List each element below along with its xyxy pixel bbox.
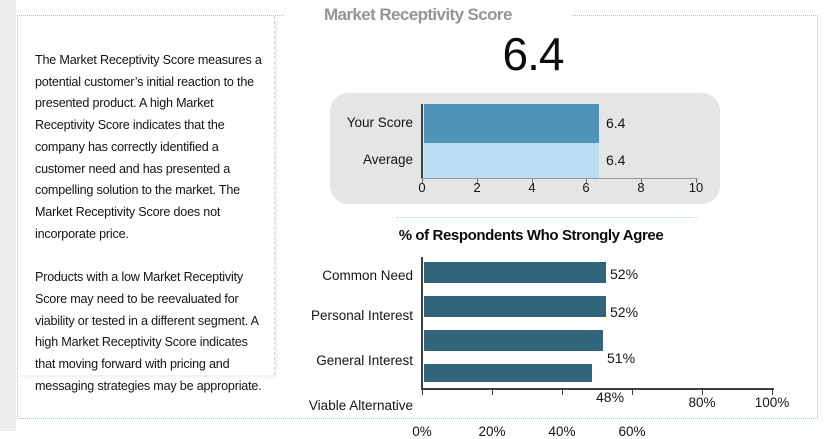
score-chart-value-label-your-score: 6.4 [606,115,626,131]
score-chart-x-tick-6 [586,179,587,183]
agree-chart-bar-personal-interest [424,296,606,317]
agree-chart-x-tick-label-80-: 80% [688,395,716,410]
score-chart-x-tick-2 [477,179,478,183]
score-chart-x-tick-label-6: 6 [582,180,590,195]
score-chart-y-axis [421,104,423,178]
agree-chart-category-label-common-need: Common Need [322,268,413,283]
score-chart-category-label-your-score: Your Score [346,115,413,130]
score-chart-x-tick-label-10: 10 [688,180,704,195]
agree-chart-x-tick-0- [422,390,423,395]
description-paragraph-2: Products with a low Market Receptivity S… [35,270,262,393]
score-chart-value-label-average: 6.4 [606,152,626,168]
agree-chart-x-tick-label-100-: 100% [754,395,790,410]
score-chart-x-tick-10 [696,179,697,183]
agree-chart-value-label-viable-alternative: 48% [596,389,625,405]
score-chart-x-tick-label-4: 4 [528,180,536,195]
page-title: Market Receptivity Score [285,1,572,28]
agree-chart-x-tick-60- [632,390,633,395]
section-divider [397,217,697,218]
agree-chart-x-tick-label-20-: 20% [478,424,506,439]
agree-chart-bar-viable-alternative [424,364,592,382]
score-chart-x-tick-label-0: 0 [418,180,426,195]
score-chart-x-tick-8 [641,179,642,183]
description-panel: The Market Receptivity Score measures a … [18,16,275,393]
description-paragraph-1: The Market Receptivity Score measures a … [35,53,262,241]
score-chart-x-axis [421,178,698,179]
score-chart-x-tick-label-8: 8 [637,180,645,195]
agree-chart-category-label-personal-interest: Personal Interest [310,308,413,323]
agree-chart-x-tick-label-40-: 40% [548,424,576,439]
score-chart-x-tick-4 [532,179,533,183]
agree-chart-bar-general-interest [424,330,603,351]
agree-chart-x-tick-20- [492,390,493,395]
score-chart-bar-your-score [424,104,599,143]
agree-chart-value-label-general-interest: 51% [607,350,636,366]
agree-chart-x-tick-label-60-: 60% [618,424,646,439]
score-chart-bar-average [424,143,599,178]
page-left-gutter [0,0,16,431]
agree-chart-x-tick-label-0-: 0% [412,424,432,439]
score-value: 6.4 [502,28,565,80]
agree-chart-category-label-viable-alternative: Viable Alternative [308,398,413,413]
agree-chart-value-label-common-need: 52% [610,266,639,282]
score-chart-x-tick-label-2: 2 [473,180,481,195]
agree-chart-bar-common-need [424,262,606,283]
agree-chart-category-label-general-interest: General Interest [316,353,413,368]
agree-chart-x-tick-100- [772,390,773,395]
agree-chart-y-axis [421,257,423,388]
score-chart-category-label-average: Average [362,152,413,167]
agree-chart-title: % of Respondents Who Strongly Agree [398,227,664,244]
agree-chart-value-label-personal-interest: 52% [610,304,639,320]
score-chart-x-tick-0 [422,179,423,183]
agree-chart-x-axis [421,388,774,390]
agree-chart-x-tick-40- [562,390,563,395]
agree-chart-x-tick-80- [702,390,703,395]
